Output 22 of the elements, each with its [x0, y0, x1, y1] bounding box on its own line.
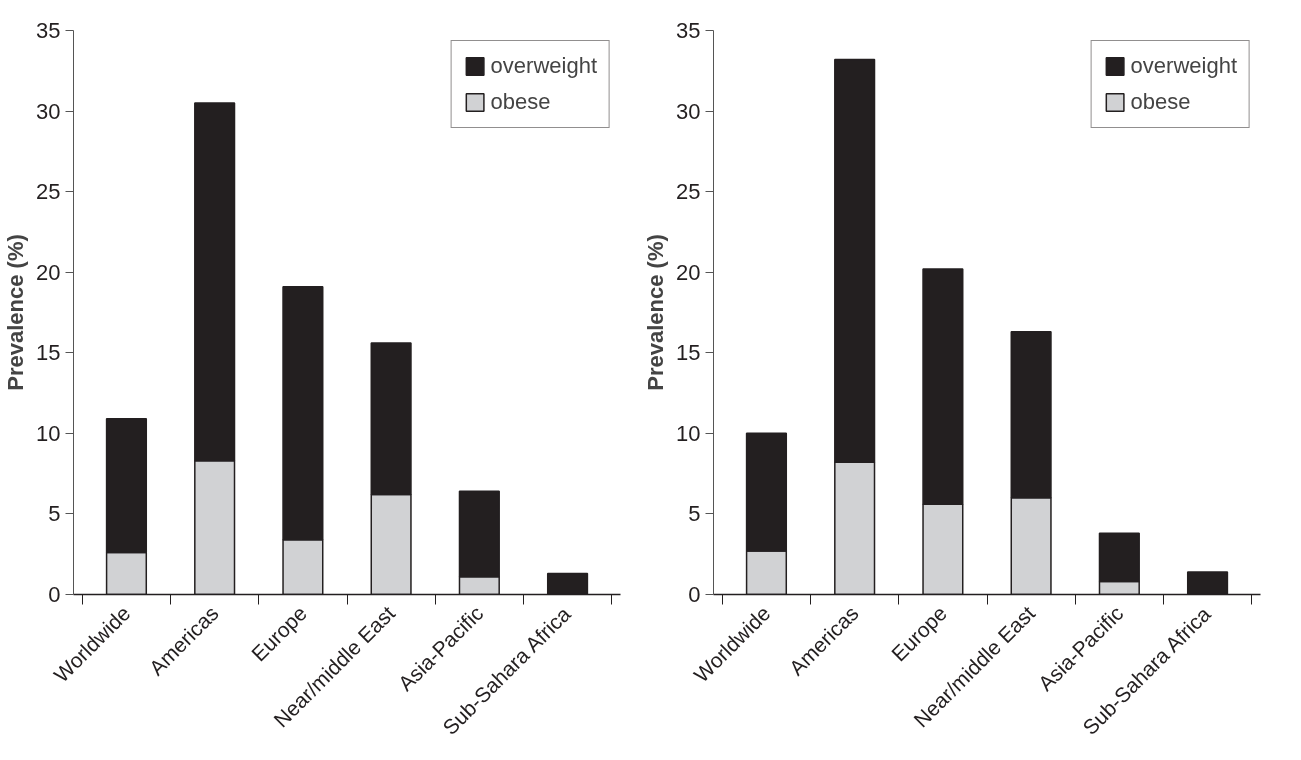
y-tick-label: 30: [36, 98, 61, 124]
y-axis-title: Prevalence (%): [3, 234, 29, 391]
y-tick-label: 5: [688, 501, 701, 527]
y-tick-label: 20: [676, 259, 701, 285]
y-tick-label: 0: [688, 582, 701, 607]
y-tick-label: 15: [36, 340, 61, 366]
legend-label: overweight: [1130, 53, 1237, 79]
y-axis-title: Prevalence (%): [643, 234, 669, 391]
y-tick-label: 15: [676, 340, 701, 366]
y-tick-label: 5: [48, 501, 61, 527]
y-tick-label: 10: [676, 420, 701, 446]
y-tick-label: 25: [676, 179, 701, 205]
y-tick-label: 0: [48, 582, 61, 607]
y-tick-label: 20: [36, 259, 61, 285]
y-tick-label: 35: [36, 18, 61, 43]
legend-label: obese: [490, 89, 551, 115]
y-tick-label: 30: [676, 98, 701, 124]
y-tick-label: 35: [676, 18, 701, 43]
y-tick-label: 10: [36, 420, 61, 446]
legend-label: overweight: [490, 53, 597, 79]
legend-label: obese: [1130, 89, 1191, 115]
y-tick-label: 25: [36, 179, 61, 205]
